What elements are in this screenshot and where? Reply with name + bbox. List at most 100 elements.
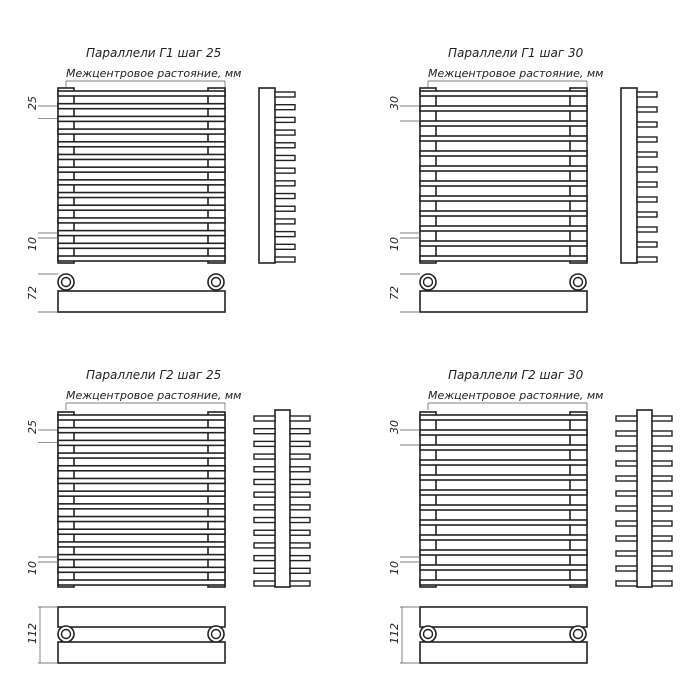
- horizontal-bar: [419, 90, 588, 97]
- horizontal-bar: [419, 504, 588, 511]
- horizontal-bar: [57, 217, 226, 224]
- panel-title: Параллели Г1 шаг 30: [448, 46, 584, 60]
- side-fin-left: [615, 550, 638, 557]
- horizontal-bar: [57, 102, 226, 110]
- pitch-dimension: 25: [26, 96, 39, 110]
- panel-title: Параллели Г2 шаг 30: [448, 368, 584, 382]
- side-fin-left: [253, 453, 276, 460]
- side-fin-right: [289, 440, 311, 448]
- side-fin-left: [253, 516, 276, 524]
- horizontal-bar: [57, 229, 226, 237]
- side-collector: [620, 87, 638, 264]
- center-distance-label: Межцентровое растояние, мм: [66, 389, 241, 402]
- side-fin-right: [651, 460, 673, 467]
- horizontal-bar: [57, 579, 226, 586]
- right-post: [569, 411, 588, 588]
- horizontal-bar: [57, 528, 226, 536]
- gap-dimension: 10: [26, 561, 39, 575]
- horizontal-bar: [419, 459, 588, 466]
- side-fin-left: [253, 529, 276, 536]
- pipe-inner-icon: [210, 276, 222, 288]
- horizontal-bar: [57, 426, 226, 434]
- panel-title: Параллели Г1 шаг 25: [86, 46, 221, 60]
- side-fin-left: [253, 478, 276, 486]
- pipe-outer-icon: [419, 625, 437, 643]
- panel-g1-step-25: Параллели Г1 шаг 25 Межцентровое растояни…: [26, 46, 296, 313]
- horizontal-bar: [419, 474, 588, 481]
- side-collector: [636, 409, 653, 588]
- horizontal-bar: [57, 452, 226, 459]
- depth-dimension: 112: [26, 623, 39, 644]
- side-fin-right: [289, 567, 311, 575]
- side-collector: [274, 409, 291, 588]
- top-view-collector: [419, 290, 588, 313]
- pipe-inner-icon: [60, 628, 72, 640]
- side-collector: [258, 87, 276, 264]
- pipe-inner-icon: [572, 628, 584, 640]
- pipe-outer-icon: [569, 273, 587, 291]
- pipe-inner-icon: [60, 276, 72, 288]
- center-distance-label: Межцентровое растояние, мм: [66, 67, 241, 80]
- horizontal-bar: [57, 191, 226, 199]
- horizontal-bar: [419, 210, 588, 217]
- horizontal-bar: [419, 150, 588, 157]
- panel-g2-step-30: Параллели Г2 шаг 30 Межцентровое растояни…: [388, 368, 673, 664]
- horizontal-bar: [57, 179, 226, 186]
- side-fin-right: [651, 505, 673, 512]
- horizontal-bar: [419, 564, 588, 571]
- horizontal-bar: [419, 429, 588, 436]
- horizontal-bar: [419, 180, 588, 187]
- center-distance-label: Межцентровое растояние, мм: [428, 389, 603, 402]
- pipe-outer-icon: [207, 273, 225, 291]
- right-post: [569, 87, 588, 264]
- depth-dimension: 72: [26, 286, 39, 300]
- side-fin-right: [651, 430, 673, 437]
- pipe-outer-icon: [207, 625, 225, 643]
- pipe-inner-icon: [422, 276, 434, 288]
- side-fin: [274, 205, 296, 212]
- depth-dimension: 72: [388, 286, 401, 300]
- horizontal-bar: [57, 541, 226, 548]
- horizontal-bar: [57, 242, 226, 250]
- side-fin-right: [289, 516, 311, 524]
- side-fin-right: [651, 565, 673, 572]
- horizontal-bar: [419, 519, 588, 526]
- left-post: [419, 87, 437, 264]
- side-fin-right: [289, 427, 311, 435]
- gap-dimension: 10: [388, 237, 401, 251]
- panel-title: Параллели Г2 шаг 25: [86, 368, 221, 382]
- horizontal-bar: [419, 549, 588, 556]
- top-view-back-collector: [419, 641, 588, 664]
- pipe-outer-icon: [57, 625, 75, 643]
- horizontal-bar: [57, 503, 226, 510]
- side-fin: [636, 136, 658, 143]
- horizontal-bar: [57, 128, 226, 135]
- top-view-front-collector: [57, 606, 226, 628]
- side-fin: [636, 151, 658, 158]
- side-fin-right: [289, 542, 311, 549]
- side-fin: [636, 106, 658, 113]
- horizontal-bar: [419, 255, 588, 262]
- horizontal-bar: [57, 515, 226, 523]
- horizontal-bar: [57, 90, 226, 97]
- horizontal-bar: [57, 166, 226, 173]
- side-fin-left: [253, 580, 276, 587]
- side-fin-right: [651, 445, 673, 452]
- horizontal-bar: [419, 444, 588, 451]
- pipe-outer-icon: [57, 273, 75, 291]
- horizontal-bar: [57, 153, 226, 161]
- horizontal-bar: [57, 439, 226, 447]
- side-fin-left: [615, 580, 638, 587]
- side-fin-left: [253, 440, 276, 448]
- side-fin: [636, 166, 658, 173]
- side-fin: [274, 154, 296, 162]
- pipe-inner-icon: [422, 628, 434, 640]
- horizontal-bar: [419, 165, 588, 172]
- horizontal-bar: [57, 140, 226, 148]
- horizontal-bar: [419, 120, 588, 127]
- side-fin: [636, 121, 658, 128]
- side-fin-left: [253, 491, 276, 498]
- horizontal-bar: [57, 553, 226, 561]
- left-post: [57, 411, 75, 588]
